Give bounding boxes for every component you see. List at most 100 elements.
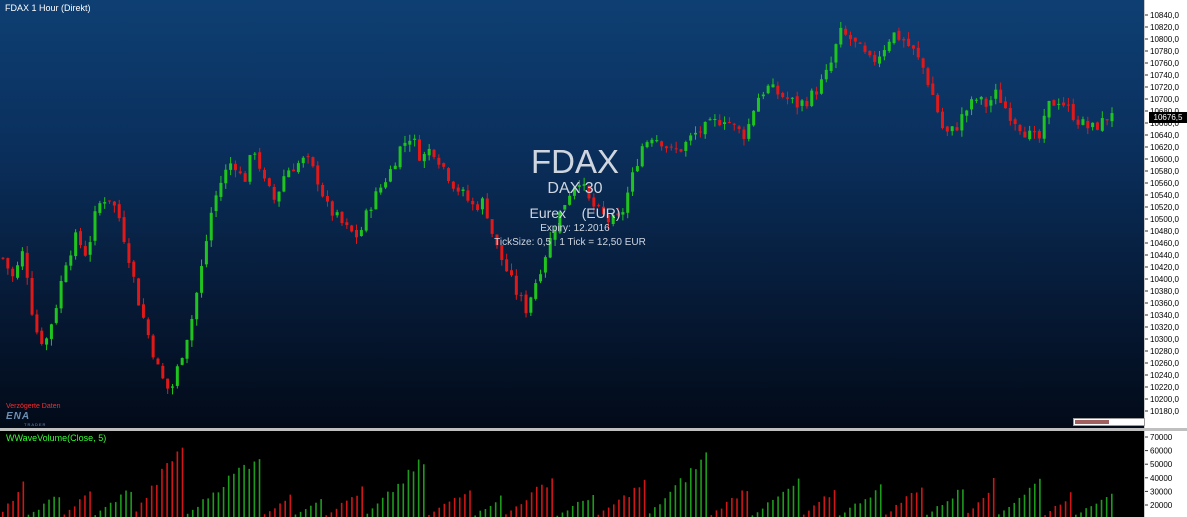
volume-bar-up	[777, 496, 779, 517]
price-axis-label: 10660,0	[1150, 119, 1179, 128]
volume-bar-down	[818, 501, 820, 517]
volume-bar-down	[22, 481, 25, 517]
volume-bar-up	[648, 513, 651, 517]
volume-axis[interactable]: 20000 30000 40000 50000 60000 70000	[1145, 431, 1187, 517]
candle-up	[209, 212, 213, 241]
candle-down	[6, 258, 10, 269]
candle-up	[1042, 115, 1046, 139]
candle-up	[1081, 119, 1085, 125]
volume-bar-down	[356, 495, 358, 517]
candle-up	[887, 41, 891, 51]
candle-down	[112, 201, 116, 206]
candle-down	[863, 45, 867, 52]
volume-bar-up	[479, 510, 482, 517]
volume-bar-down	[541, 484, 543, 517]
chart-scrollbar[interactable]	[1073, 418, 1145, 426]
candle-up	[277, 191, 281, 202]
candle-up	[427, 148, 431, 156]
price-axis-label: 10720,0	[1150, 83, 1179, 92]
candle-up	[621, 212, 625, 215]
volume-bar-up	[120, 494, 122, 517]
volume-bar-down	[505, 514, 507, 517]
price-axis-label: 10620,0	[1150, 143, 1179, 152]
candle-down	[306, 156, 310, 158]
candle-up	[989, 100, 993, 106]
volume-bar-up	[859, 503, 862, 517]
volume-bar-down	[597, 514, 600, 517]
volume-bar-down	[802, 514, 805, 517]
panel-separator[interactable]	[0, 428, 1187, 431]
volume-bar-down	[915, 492, 918, 517]
candle-up	[694, 132, 698, 135]
price-axis[interactable]: 10180,0 10200,0 10220,0 10240,0 10260,0 10280…	[1145, 0, 1187, 428]
price-axis-label: 10580,0	[1150, 167, 1179, 176]
volume-bar-down	[746, 491, 749, 517]
volume-bar-up	[674, 485, 677, 517]
volume-bar-up	[392, 492, 394, 517]
volume-bar-down	[63, 514, 66, 517]
candle-up	[1091, 122, 1095, 128]
candle-down	[911, 45, 915, 49]
candle-up	[364, 210, 368, 231]
candle-down	[456, 187, 460, 192]
candle-up	[1057, 103, 1061, 105]
volume-bar-up	[489, 505, 492, 517]
candle-down	[868, 50, 872, 56]
candle-down	[1095, 122, 1099, 130]
price-chart-panel[interactable]	[0, 0, 1145, 428]
volume-bar-down	[623, 495, 625, 517]
candle-up	[103, 202, 107, 204]
candle-down	[137, 278, 141, 306]
candle-down	[485, 198, 489, 219]
price-chart-canvas[interactable]	[0, 0, 1144, 428]
volume-bar-down	[618, 499, 620, 517]
candle-down	[984, 98, 988, 107]
candle-up	[563, 205, 567, 210]
volume-bar-down	[741, 490, 743, 517]
volume-bar-down	[469, 490, 471, 517]
volume-bar-up	[402, 483, 405, 517]
candle-up	[422, 154, 426, 162]
candle-down	[1062, 102, 1066, 106]
candle-up	[723, 122, 727, 125]
volume-bar-down	[731, 497, 733, 517]
candle-up	[529, 297, 533, 313]
candle-up	[253, 153, 257, 155]
price-axis-label: 10460,0	[1150, 239, 1179, 248]
volume-bar-down	[808, 510, 810, 517]
candle-up	[74, 232, 78, 257]
candle-up	[374, 191, 378, 210]
volume-bar-down	[725, 501, 728, 517]
volume-bar-up	[1075, 514, 1077, 517]
candle-up	[819, 79, 823, 94]
volume-axis-label: 60000	[1150, 447, 1173, 456]
candle-up	[413, 138, 417, 140]
volume-bar-up	[238, 467, 240, 517]
volume-bar-down	[279, 503, 281, 517]
volume-bar-down	[325, 515, 328, 517]
candle-down	[117, 204, 121, 219]
candle-up	[335, 212, 339, 216]
candle-down	[417, 139, 421, 161]
candle-down	[660, 141, 664, 147]
volume-bar-up	[787, 488, 790, 517]
volume-bar-up	[197, 506, 199, 517]
candle-down	[1003, 101, 1007, 109]
candle-up	[170, 386, 174, 388]
volume-bar-up	[381, 497, 384, 517]
volume-bar-down	[900, 502, 903, 517]
candle-down	[1013, 119, 1017, 125]
candle-up	[950, 126, 954, 132]
scrollbar-thumb[interactable]	[1075, 420, 1109, 424]
candle-up	[577, 185, 581, 187]
volume-bar-up	[998, 514, 1000, 517]
candle-up	[824, 69, 828, 80]
volume-bar-down	[428, 514, 430, 517]
candle-up	[829, 62, 833, 72]
candle-down	[1037, 131, 1041, 139]
candle-down	[524, 294, 528, 314]
volume-bar-up	[951, 498, 954, 517]
price-axis-label: 10180,0	[1150, 407, 1179, 416]
volume-axis-label: 50000	[1150, 460, 1173, 469]
volume-panel[interactable]	[0, 431, 1145, 517]
